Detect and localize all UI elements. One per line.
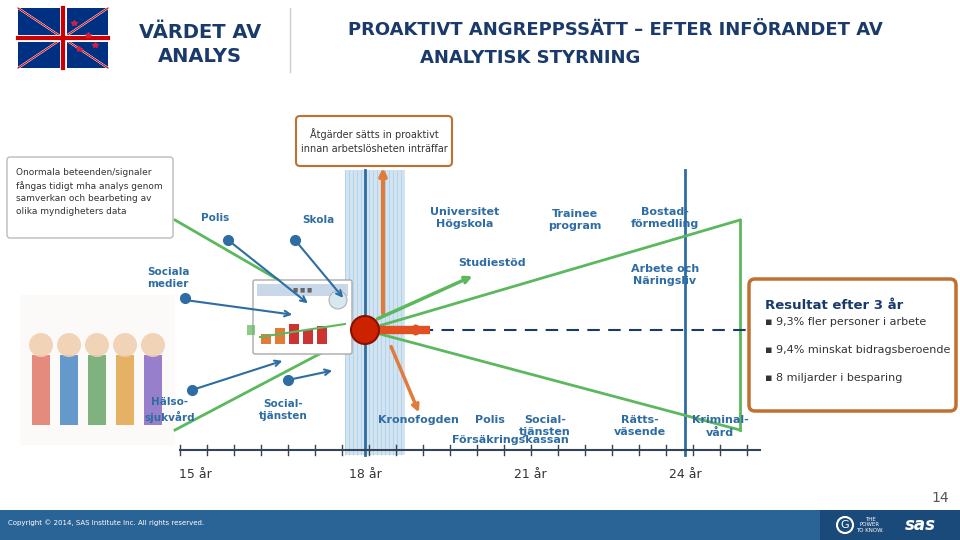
Bar — [32, 355, 50, 425]
Bar — [96, 510, 144, 540]
Bar — [336, 510, 384, 540]
Bar — [144, 355, 162, 425]
FancyBboxPatch shape — [749, 279, 956, 411]
Text: Onormala beteenden/signaler
fångas tidigt mha analys genom
samverkan och bearbet: Onormala beteenden/signaler fångas tidig… — [16, 168, 162, 216]
Text: Universitet
Högskola: Universitet Högskola — [430, 207, 499, 229]
Bar — [624, 510, 672, 540]
Text: ▪ 9,4% minskat bidragsberoende: ▪ 9,4% minskat bidragsberoende — [765, 345, 950, 355]
Text: 18 år: 18 år — [348, 468, 381, 481]
Bar — [60, 355, 78, 425]
Bar — [0, 510, 48, 540]
Text: Arbete och
Näringsliv: Arbete och Näringsliv — [631, 264, 699, 286]
Text: Kriminal-
vård: Kriminal- vård — [691, 415, 749, 437]
Text: Skola: Skola — [301, 215, 334, 225]
Bar — [672, 510, 720, 540]
Text: ▪ 9,3% fler personer i arbete: ▪ 9,3% fler personer i arbete — [765, 317, 926, 327]
Circle shape — [85, 333, 109, 357]
Bar — [912, 510, 960, 540]
FancyBboxPatch shape — [253, 280, 352, 354]
Text: Bostad-
förmedling: Bostad- förmedling — [631, 207, 699, 229]
Bar — [528, 510, 576, 540]
Text: ANALYS: ANALYS — [158, 46, 242, 65]
Bar — [18, 8, 108, 68]
Bar — [88, 355, 106, 425]
Circle shape — [351, 316, 379, 344]
Bar — [432, 510, 480, 540]
Text: Social-
tjänsten: Social- tjänsten — [519, 415, 571, 437]
Bar — [192, 510, 240, 540]
Bar — [0, 510, 960, 540]
Text: sas: sas — [904, 516, 935, 534]
Circle shape — [113, 333, 137, 357]
Bar — [275, 328, 285, 344]
Text: ANALYTISK STYRNING: ANALYTISK STYRNING — [420, 49, 640, 67]
Text: ■ ■ ■: ■ ■ ■ — [293, 287, 312, 293]
Bar — [816, 510, 864, 540]
Text: Social-
tjänsten: Social- tjänsten — [258, 399, 307, 421]
Bar — [289, 324, 299, 344]
Text: 21 år: 21 år — [514, 468, 546, 481]
Text: Resultat efter 3 år: Resultat efter 3 år — [765, 299, 903, 312]
Bar — [20, 295, 175, 445]
Text: 14: 14 — [931, 491, 948, 505]
Circle shape — [141, 333, 165, 357]
Text: Åtgärder sätts in proaktivt
innan arbetslösheten inträffar: Åtgärder sätts in proaktivt innan arbets… — [300, 129, 447, 153]
Bar — [288, 510, 336, 540]
Text: ▪ 8 miljarder i besparing: ▪ 8 miljarder i besparing — [765, 373, 902, 383]
Bar — [345, 170, 405, 455]
Circle shape — [329, 291, 347, 309]
Circle shape — [29, 333, 53, 357]
Text: Hälso-
sjukvård: Hälso- sjukvård — [145, 397, 195, 423]
Bar — [384, 510, 432, 540]
Text: Rätts-
väsende: Rätts- väsende — [614, 415, 666, 437]
Bar — [820, 510, 960, 540]
Bar — [576, 510, 624, 540]
Text: Försäkringskassan: Försäkringskassan — [451, 435, 568, 445]
Bar — [240, 510, 288, 540]
Text: Copyright © 2014, SAS Institute Inc. All rights reserved.: Copyright © 2014, SAS Institute Inc. All… — [8, 519, 204, 526]
Text: VÄRDET AV: VÄRDET AV — [139, 23, 261, 42]
Bar — [144, 510, 192, 540]
Text: Polis: Polis — [475, 415, 505, 425]
Bar — [116, 355, 134, 425]
Bar — [48, 510, 96, 540]
Bar — [720, 510, 768, 540]
Text: THE
POWER
TO KNOW.: THE POWER TO KNOW. — [856, 517, 884, 534]
Bar — [768, 510, 816, 540]
Text: Trainee
program: Trainee program — [548, 209, 602, 231]
Bar — [247, 325, 255, 335]
FancyBboxPatch shape — [7, 157, 173, 238]
FancyBboxPatch shape — [296, 116, 452, 166]
Text: Studiestöd: Studiestöd — [458, 258, 526, 268]
Text: Kronofogden: Kronofogden — [377, 415, 459, 425]
Bar — [480, 510, 528, 540]
Text: 15 år: 15 år — [179, 468, 211, 481]
Text: PROAKTIVT ANGREPPSSÄTT – EFTER INFÖRANDET AV: PROAKTIVT ANGREPPSSÄTT – EFTER INFÖRANDE… — [348, 21, 882, 39]
Bar — [864, 510, 912, 540]
Text: Polis: Polis — [201, 213, 229, 223]
Bar — [317, 326, 327, 344]
Text: G: G — [841, 520, 850, 530]
Circle shape — [57, 333, 81, 357]
Text: Sociala
medier: Sociala medier — [147, 267, 189, 289]
Bar — [261, 334, 271, 344]
Text: 24 år: 24 år — [669, 468, 702, 481]
Bar — [257, 284, 348, 296]
Bar — [303, 330, 313, 344]
